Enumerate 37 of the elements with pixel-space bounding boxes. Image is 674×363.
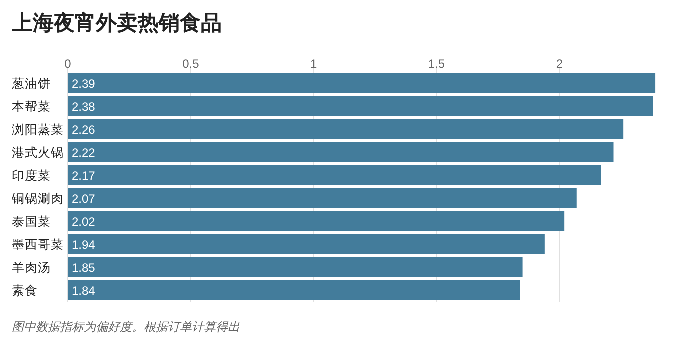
y-tick-label: 港式火锅 bbox=[12, 146, 64, 160]
bar bbox=[68, 96, 654, 116]
data-label: 2.26 bbox=[72, 123, 96, 137]
y-tick-label: 泰国菜 bbox=[12, 215, 51, 229]
bar bbox=[68, 120, 624, 140]
y-tick-label: 铜锅涮肉 bbox=[11, 192, 64, 206]
data-label: 2.07 bbox=[72, 192, 96, 206]
bar bbox=[68, 280, 520, 300]
x-tick-label: 2 bbox=[556, 57, 564, 71]
bar bbox=[68, 188, 577, 208]
y-tick-label: 素食 bbox=[12, 284, 38, 298]
data-label: 1.94 bbox=[72, 238, 96, 252]
data-label: 1.85 bbox=[72, 261, 96, 275]
text: 图中数据指标为偏好度。根据订单计算得出 bbox=[12, 320, 240, 334]
bar bbox=[68, 74, 656, 94]
y-tick-label: 羊肉汤 bbox=[12, 261, 51, 275]
y-tick-label: 浏阳蒸菜 bbox=[12, 123, 64, 137]
bar bbox=[68, 234, 545, 254]
x-tick-label: 0 bbox=[64, 57, 72, 71]
data-label: 2.38 bbox=[72, 100, 96, 114]
chart-title: 上海夜宵外卖热销食品 bbox=[11, 11, 222, 35]
data-label: 2.39 bbox=[72, 77, 96, 91]
data-label: 1.84 bbox=[72, 284, 96, 298]
bar bbox=[68, 258, 523, 278]
x-tick-label: 1 bbox=[310, 57, 318, 71]
y-tick-label: 本帮菜 bbox=[12, 100, 51, 114]
y-tick-label: 印度菜 bbox=[12, 168, 51, 183]
y-tick-label: 墨西哥菜 bbox=[12, 238, 64, 252]
data-label: 2.02 bbox=[72, 215, 96, 229]
bar bbox=[68, 212, 565, 232]
data-label: 2.17 bbox=[72, 169, 96, 183]
y-tick-label: 葱油饼 bbox=[12, 77, 51, 91]
data-label: 2.22 bbox=[72, 146, 96, 160]
x-tick-label: 0.5 bbox=[182, 57, 200, 71]
bar bbox=[68, 166, 602, 186]
x-tick-label: 1.5 bbox=[428, 57, 446, 71]
bar bbox=[68, 142, 614, 162]
